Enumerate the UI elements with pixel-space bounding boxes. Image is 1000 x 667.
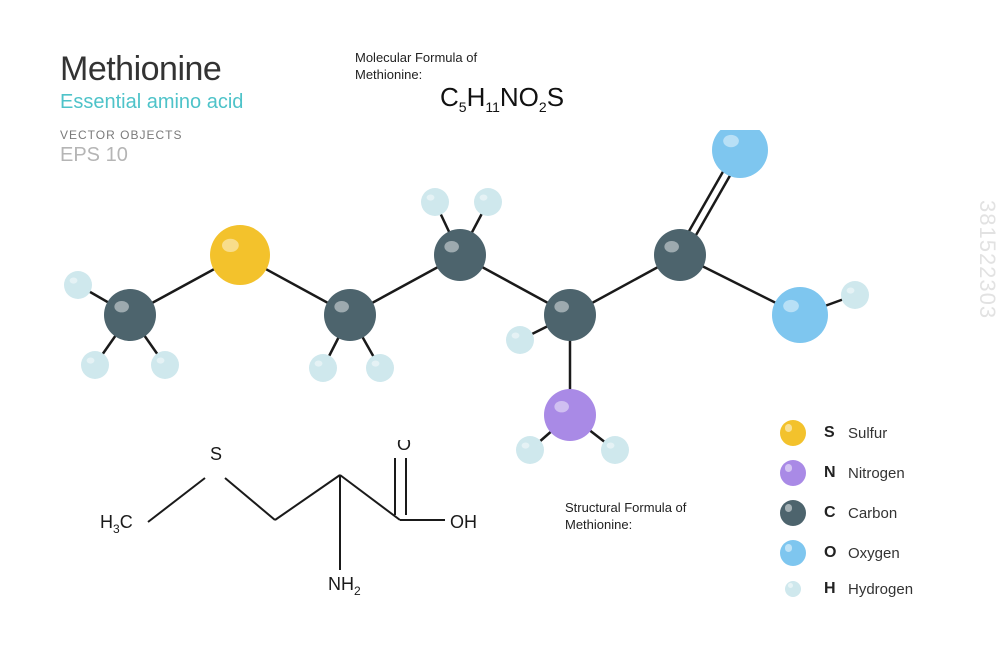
- svg-text:O: O: [397, 440, 411, 454]
- legend-symbol: N: [824, 464, 848, 482]
- svg-text:OH: OH: [450, 512, 477, 532]
- compound-title: Methionine: [60, 50, 243, 89]
- molecular-formula: C5H11NO2S: [440, 82, 564, 115]
- svg-text:S: S: [210, 444, 222, 464]
- svg-text:NH2: NH2: [328, 574, 361, 598]
- compound-subtitle: Essential amino acid: [60, 91, 243, 114]
- legend-dot: [780, 500, 806, 526]
- legend-name: Nitrogen: [848, 465, 905, 482]
- skeletal-formula: H3C S O OH NH2: [100, 440, 520, 620]
- legend-dot: [780, 420, 806, 446]
- legend-name: Hydrogen: [848, 581, 913, 598]
- legend-symbol: H: [824, 580, 848, 598]
- legend-dot: [780, 540, 806, 566]
- element-legend: SSulfur NNitrogen CCarbon OOxygen HHydrogen: [780, 420, 913, 612]
- legend-symbol: S: [824, 424, 848, 442]
- legend-row-c: CCarbon: [780, 500, 913, 526]
- legend-name: Carbon: [848, 505, 897, 522]
- legend-symbol: O: [824, 544, 848, 562]
- watermark: 381522303: [974, 200, 1000, 319]
- legend-name: Sulfur: [848, 425, 887, 442]
- molecular-formula-label: Molecular Formula of Methionine:: [355, 50, 477, 84]
- legend-symbol: C: [824, 504, 848, 522]
- legend-name: Oxygen: [848, 545, 900, 562]
- legend-row-o: OOxygen: [780, 540, 913, 566]
- legend-dot: [780, 460, 806, 486]
- structural-formula-label: Structural Formula of Methionine:: [565, 500, 686, 534]
- legend-row-h: HHydrogen: [780, 580, 913, 598]
- legend-row-s: SSulfur: [780, 420, 913, 446]
- svg-text:H3C: H3C: [100, 512, 133, 536]
- legend-row-n: NNitrogen: [780, 460, 913, 486]
- legend-dot: [785, 581, 801, 597]
